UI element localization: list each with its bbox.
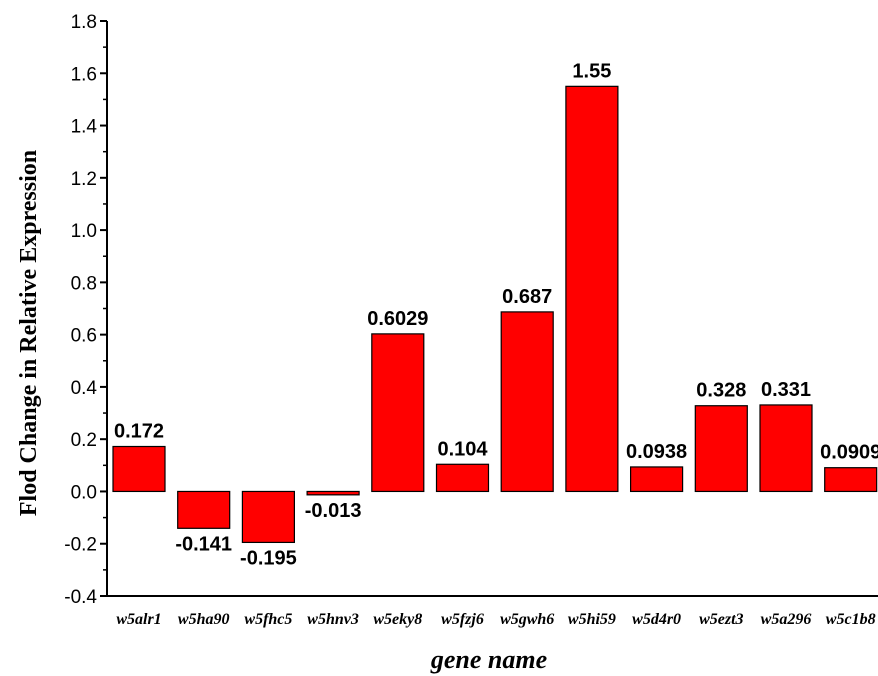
y-tick-label: -0.2: [64, 535, 97, 556]
bar-w5fzj6: [435, 463, 490, 493]
data-label-w5gwh6: 0.687: [502, 286, 552, 308]
y-tick-label: 0.0: [71, 482, 97, 503]
y-tick-label: 1.4: [71, 117, 98, 138]
y-tick-label: 0.4: [71, 378, 98, 399]
bar-w5a296: [759, 404, 813, 493]
y-axis-title: Flod Change in Relative Expression: [16, 150, 42, 516]
y-tick-label: 0.8: [71, 273, 97, 294]
x-tick-label: w5fhc5: [244, 611, 292, 628]
data-label-w5a296: 0.331: [761, 379, 811, 401]
data-label-w5d4r0: 0.0938: [626, 441, 687, 463]
x-tick-label: w5c1b8: [826, 611, 876, 628]
x-axis-title: gene name: [430, 645, 547, 674]
x-tick-label: w5alr1: [116, 611, 161, 628]
x-tick-label: w5fzj6: [441, 611, 484, 628]
bar-w5ha90: [177, 490, 231, 529]
data-label-w5c1b8: 0.0909: [820, 442, 878, 464]
x-tick-label: w5d4r0: [632, 611, 681, 628]
bar-w5fhc5: [241, 490, 295, 544]
bar-w5c1b8: [824, 467, 878, 493]
y-tick-label: 0.6: [71, 326, 97, 347]
y-tick-label: -0.4: [64, 587, 97, 608]
x-tick-label: w5hi59: [568, 611, 616, 628]
y-tick-label: 1.6: [71, 64, 97, 85]
data-label-w5hnv3: -0.013: [305, 500, 362, 522]
y-tick-label: 0.2: [71, 430, 97, 451]
y-tick-label: 1.0: [71, 221, 97, 242]
x-tick-label: w5hnv3: [307, 611, 359, 628]
data-label-w5fzj6: 0.104: [437, 438, 488, 460]
data-labels: 0.172 -0.141 -0.195 -0.013 0.6029 0.104 0.687 1…: [114, 60, 878, 569]
data-label-w5fhc5: -0.195: [240, 547, 297, 569]
y-tick-label: 1.2: [71, 169, 97, 190]
data-label-w5ha90: -0.141: [175, 533, 232, 555]
y-tick-label: 1.8: [71, 12, 97, 33]
x-tick-label: w5a296: [761, 611, 812, 628]
bar-w5alr1: [112, 445, 166, 493]
y-axis-ticks: -0.4 -0.2 0.0 0.2 0.4 0.6 0.8 1.0 1.2 1.4 1.6 1.8: [64, 12, 107, 608]
data-label-w5hi59: 1.55: [572, 60, 611, 82]
x-tick-label: w5ha90: [178, 611, 230, 628]
bar-w5gwh6: [500, 311, 554, 493]
data-label-w5alr1: 0.172: [114, 421, 164, 443]
bar-w5hi59: [565, 85, 619, 493]
data-label-w5ezt3: 0.328: [696, 380, 746, 402]
x-tick-label: w5gwh6: [500, 611, 554, 628]
x-tick-label: w5ezt3: [699, 611, 743, 628]
bar-w5hnv3: [306, 490, 360, 496]
data-label-w5eky8: 0.6029: [367, 308, 428, 330]
x-tick-label: w5eky8: [373, 611, 422, 628]
x-axis-tick-labels: w5alr1 w5ha90 w5fhc5 w5hnv3 w5eky8 w5fzj6 w5gw…: [116, 611, 875, 628]
bars: [112, 85, 878, 544]
bar-w5d4r0: [629, 466, 684, 493]
bar-w5ezt3: [694, 405, 748, 493]
bar-w5eky8: [371, 333, 425, 493]
